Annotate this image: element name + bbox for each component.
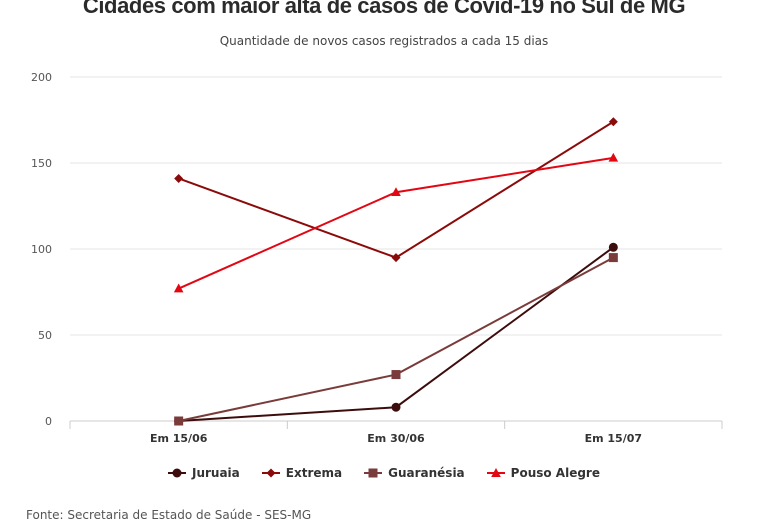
data-point-guaranesia [391, 370, 401, 380]
data-point-pouso-alegre [173, 283, 184, 293]
data-point-extrema [391, 253, 401, 263]
legend-item-juruaia[interactable]: Juruaia [167, 466, 240, 480]
legend-label: Extrema [285, 466, 343, 480]
legend-label: Guaranésia [388, 466, 465, 480]
data-point-pouso-alegre [391, 187, 401, 197]
legend-item-pouso-alegre[interactable]: Pouso Alegre [486, 466, 600, 480]
line-chart: 0 50 100 150 200 Em 15/06 Em 30/06 Em 15/07 [31, 71, 723, 445]
legend-label: Pouso Alegre [510, 466, 600, 480]
series-line-juruaia [178, 246, 614, 422]
legend-circle-icon [167, 468, 186, 478]
data-point-extrema [174, 173, 184, 183]
series-line-guaranesia [178, 256, 614, 422]
data-point-guaranesia [608, 253, 618, 263]
data-point-guaranesia [174, 416, 184, 426]
legend-label: Juruaia [191, 466, 240, 480]
x-tick-label: Em 30/06 [367, 432, 425, 445]
y-tick-label: 0 [45, 415, 52, 428]
legend-triangle-icon [486, 468, 505, 477]
chart-title: Cidades com maior alta de casos de Covid… [82, 0, 686, 18]
legend-square-icon [364, 468, 383, 478]
chart-legend: Juruaia Extrema Guaranésia Pouso Alegre [0, 466, 768, 480]
y-tick-label: 50 [38, 329, 52, 342]
y-tick-label: 100 [31, 243, 52, 256]
source-note: Fonte: Secretaria de Estado de Saúde - S… [26, 508, 312, 522]
x-tick-label: Em 15/06 [150, 432, 208, 445]
y-tick-label: 150 [31, 157, 52, 170]
legend-diamond-icon [261, 468, 280, 478]
data-point-juruaia [391, 402, 401, 412]
data-point-juruaia [608, 242, 618, 252]
legend-item-guaranesia[interactable]: Guaranésia [364, 466, 465, 480]
x-tick-label: Em 15/07 [585, 432, 642, 445]
legend-item-extrema[interactable]: Extrema [261, 466, 343, 480]
data-point-extrema [608, 117, 618, 127]
data-point-pouso-alegre [608, 152, 619, 162]
chart-subtitle: Quantidade de novos casos registrados a … [219, 34, 549, 48]
series-line-pouso-alegre [178, 156, 614, 290]
y-tick-label: 200 [31, 71, 52, 84]
